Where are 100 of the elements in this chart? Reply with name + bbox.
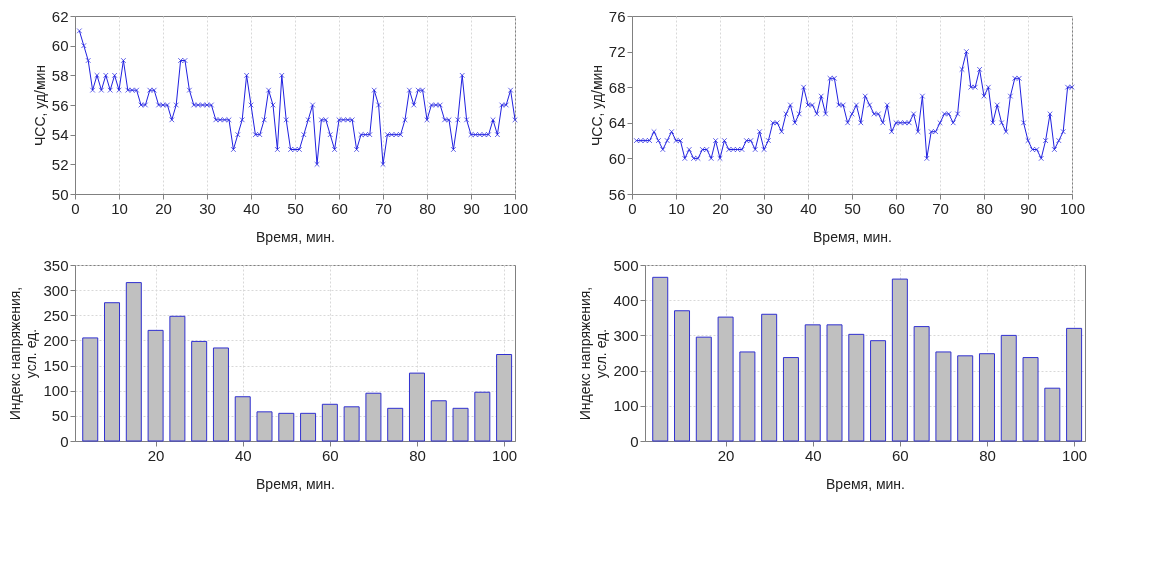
x-tick-label: 100 bbox=[1062, 446, 1088, 464]
x-tick-label: 10 bbox=[668, 199, 685, 217]
y-tick-label: 54 bbox=[51, 126, 69, 144]
bar bbox=[935, 351, 952, 442]
x-tick-label: 40 bbox=[804, 446, 822, 464]
bar bbox=[957, 355, 974, 442]
bar bbox=[147, 329, 164, 442]
x-tick-label: 20 bbox=[155, 199, 172, 217]
bar bbox=[496, 354, 513, 442]
bar bbox=[365, 392, 382, 442]
x-tick-label: 0 bbox=[71, 199, 80, 217]
x-tick-label: 60 bbox=[331, 199, 348, 217]
y-tick-label: 400 bbox=[613, 291, 639, 309]
y-tick-label: 72 bbox=[608, 43, 626, 61]
bar bbox=[1022, 357, 1039, 442]
x-tick-label: 20 bbox=[147, 446, 165, 464]
y-tick-label: 0 bbox=[60, 432, 69, 450]
y-tick-label: 300 bbox=[613, 326, 639, 344]
x-axis-title: Время, мин. bbox=[813, 228, 892, 245]
bar bbox=[300, 412, 317, 442]
x-tick-label: 90 bbox=[463, 199, 480, 217]
x-tick-label: 30 bbox=[199, 199, 216, 217]
x-tick-label: 40 bbox=[234, 446, 252, 464]
y-axis-title: ЧСС, уд/мин bbox=[31, 64, 48, 147]
y-tick-label: 50 bbox=[51, 407, 69, 425]
y-tick-label: 60 bbox=[608, 149, 626, 167]
y-tick-label: 350 bbox=[43, 256, 69, 274]
bar bbox=[452, 407, 469, 442]
bar bbox=[1000, 334, 1017, 442]
y-tick-label: 150 bbox=[43, 357, 69, 375]
y-axis-title: ЧСС, уд/мин bbox=[588, 64, 605, 147]
bar bbox=[717, 316, 734, 442]
bar bbox=[212, 347, 229, 442]
x-tick-label: 10 bbox=[111, 199, 128, 217]
y-tick-label: 76 bbox=[608, 7, 626, 25]
bar bbox=[1044, 387, 1061, 442]
bar bbox=[234, 396, 251, 442]
x-tick-label: 60 bbox=[322, 446, 339, 464]
x-tick-label: 20 bbox=[717, 446, 735, 464]
x-tick-label: 50 bbox=[287, 199, 304, 217]
bar bbox=[430, 400, 447, 442]
bar bbox=[761, 313, 778, 442]
y-tick-label: 68 bbox=[608, 78, 626, 96]
bar bbox=[191, 340, 208, 442]
x-tick-label: 20 bbox=[712, 199, 729, 217]
bar bbox=[674, 310, 691, 442]
y-tick-label: 200 bbox=[613, 362, 639, 380]
y-tick-label: 58 bbox=[51, 66, 69, 84]
x-tick-label: 90 bbox=[1020, 199, 1037, 217]
bar bbox=[408, 372, 425, 442]
x-tick-label: 80 bbox=[419, 199, 436, 217]
y-tick-label: 60 bbox=[51, 37, 69, 55]
bar bbox=[104, 302, 121, 442]
x-tick-label: 40 bbox=[243, 199, 260, 217]
x-tick-label: 100 bbox=[492, 446, 518, 464]
y-axis-title: Индекс напряжения, усл. ед. bbox=[577, 286, 610, 421]
x-axis-title: Время, мин. bbox=[826, 475, 905, 492]
bar bbox=[1066, 327, 1083, 442]
y-tick-label: 100 bbox=[613, 397, 639, 415]
bar bbox=[978, 353, 995, 442]
x-tick-label: 80 bbox=[409, 446, 426, 464]
bar bbox=[82, 337, 99, 442]
bar bbox=[870, 340, 887, 442]
x-axis-title: Время, мин. bbox=[256, 228, 335, 245]
bar bbox=[387, 407, 404, 442]
x-tick-label: 70 bbox=[932, 199, 949, 217]
y-tick-label: 500 bbox=[613, 256, 639, 274]
y-tick-label: 200 bbox=[43, 331, 69, 349]
bar bbox=[321, 403, 338, 442]
y-tick-label: 56 bbox=[608, 185, 626, 203]
bar bbox=[848, 333, 865, 442]
bar bbox=[826, 324, 843, 442]
y-tick-label: 50 bbox=[51, 185, 69, 203]
bar bbox=[782, 357, 799, 442]
x-tick-label: 80 bbox=[979, 446, 996, 464]
y-tick-label: 64 bbox=[608, 114, 626, 132]
bar bbox=[913, 326, 930, 442]
y-tick-label: 52 bbox=[51, 155, 69, 173]
x-tick-label: 100 bbox=[1059, 199, 1086, 217]
y-tick-label: 250 bbox=[43, 306, 69, 324]
y-tick-label: 100 bbox=[43, 382, 69, 400]
x-tick-label: 60 bbox=[888, 199, 905, 217]
x-tick-label: 100 bbox=[502, 199, 529, 217]
bar bbox=[891, 278, 908, 442]
x-tick-label: 40 bbox=[800, 199, 817, 217]
x-tick-label: 70 bbox=[375, 199, 392, 217]
x-axis-title: Время, мин. bbox=[256, 475, 335, 492]
bar bbox=[652, 276, 669, 442]
x-tick-label: 80 bbox=[976, 199, 993, 217]
y-axis-title: Индекс напряжения, усл. ед. bbox=[7, 286, 40, 421]
y-tick-label: 62 bbox=[51, 7, 69, 25]
bar bbox=[169, 315, 186, 442]
y-tick-label: 56 bbox=[51, 96, 69, 114]
bar bbox=[343, 406, 360, 442]
bar bbox=[804, 324, 821, 442]
bar bbox=[125, 282, 142, 442]
bar bbox=[474, 391, 491, 442]
x-tick-label: 60 bbox=[892, 446, 909, 464]
bar bbox=[695, 336, 712, 442]
bar bbox=[739, 351, 756, 442]
